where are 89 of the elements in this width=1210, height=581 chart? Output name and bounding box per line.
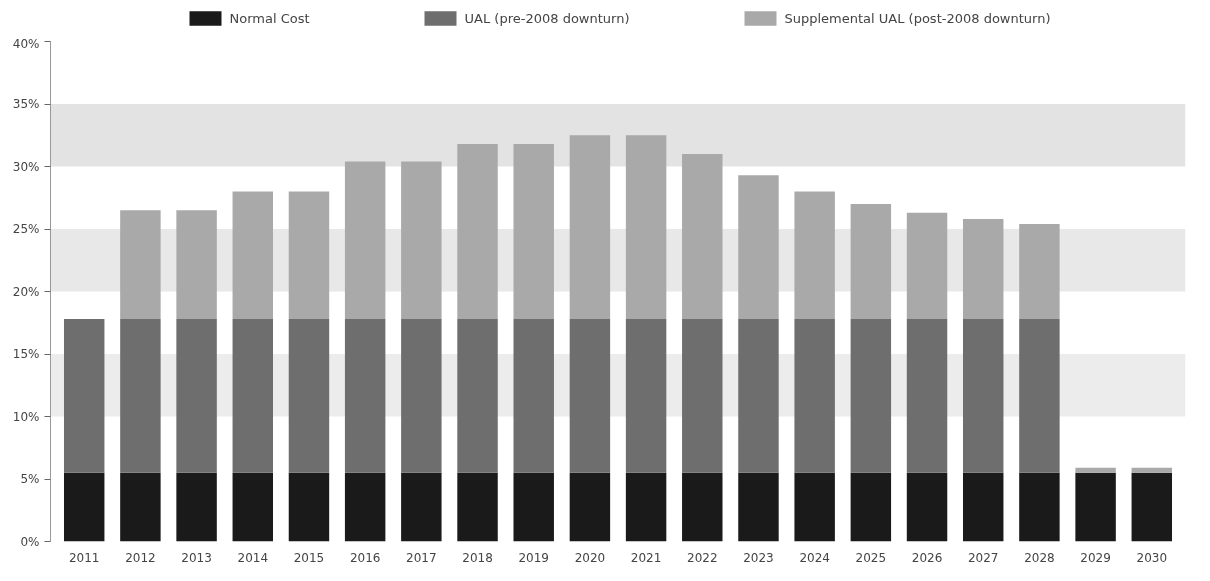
legend-label: UAL (pre-2008 downturn) [464, 10, 630, 26]
bar [63, 319, 105, 473]
y-tick-label: 0% [20, 534, 40, 549]
x-tick-label: 2026 [911, 550, 943, 565]
y-tick-label: 5% [20, 472, 40, 486]
bar [625, 135, 667, 319]
bar [1019, 224, 1060, 319]
bar [850, 204, 892, 319]
bar [963, 319, 1004, 473]
bar [682, 472, 723, 542]
x-tick-label: 2023 [743, 550, 774, 565]
bar [794, 472, 835, 542]
bar [1019, 319, 1060, 473]
bar [738, 472, 779, 542]
bar [457, 319, 498, 473]
x-tick-label: 2013 [181, 550, 212, 565]
x-tick-label: 2018 [462, 550, 493, 565]
bar [401, 161, 442, 319]
bar [176, 472, 217, 542]
bar [344, 161, 386, 319]
bar [850, 472, 892, 542]
bar [457, 472, 498, 542]
bar [120, 210, 161, 319]
bar [344, 472, 386, 542]
x-tick-label: 2017 [406, 550, 437, 565]
bar [232, 319, 273, 473]
x-tick-label: 2016 [349, 550, 381, 565]
x-tick-label: 2030 [1136, 550, 1168, 565]
y-tick-label: 25% [12, 222, 40, 236]
y-tick-label: 30% [12, 159, 40, 174]
bar [176, 210, 217, 319]
x-tick-label: 2015 [293, 550, 325, 565]
bar [569, 472, 611, 542]
bar [232, 191, 273, 319]
bar [569, 135, 611, 319]
bar [457, 144, 498, 319]
bar [850, 319, 892, 473]
bar [232, 472, 273, 542]
x-tick-label: 2020 [574, 550, 606, 565]
bar [288, 472, 330, 542]
bar [625, 319, 667, 473]
bar [288, 191, 330, 319]
x-tick-label: 2022 [687, 550, 718, 565]
bar [569, 319, 611, 473]
x-tick-label: 2027 [967, 550, 999, 565]
bar [682, 319, 723, 473]
bar [176, 319, 217, 473]
bar [794, 319, 835, 473]
y-tick-label: 10% [12, 409, 40, 424]
y-tick-label: 20% [12, 284, 40, 299]
x-tick-label: 2024 [799, 550, 830, 565]
y-tick-label: 40% [12, 36, 40, 51]
x-tick-label: 2029 [1080, 550, 1111, 565]
bar [738, 175, 779, 319]
x-tick-label: 2014 [237, 550, 269, 565]
bar [963, 472, 1004, 542]
y-tick-label: 15% [12, 347, 40, 361]
bar [120, 319, 161, 473]
bar [906, 472, 948, 542]
bar [63, 472, 105, 542]
bar [682, 154, 723, 319]
bar [963, 219, 1004, 319]
x-tick-label: 2021 [630, 550, 662, 565]
bar [906, 212, 948, 319]
bar [120, 472, 161, 542]
bar [401, 472, 442, 542]
bar [1075, 472, 1116, 542]
y-tick-label: 35% [12, 97, 40, 111]
x-tick-label: 2012 [125, 550, 156, 565]
bar [1131, 467, 1173, 473]
bar [1019, 472, 1060, 542]
bar [513, 319, 554, 473]
bar [1075, 467, 1116, 473]
bar [344, 319, 386, 473]
bar [513, 144, 554, 319]
x-tick-label: 2028 [1024, 550, 1055, 565]
bar [401, 319, 442, 473]
x-tick-label: 2019 [518, 550, 549, 565]
bar [1131, 472, 1173, 542]
bar [288, 319, 330, 473]
bar [625, 472, 667, 542]
x-tick-label: 2011 [68, 550, 100, 565]
x-tick-label: 2025 [855, 550, 887, 565]
bar [513, 472, 554, 542]
bar [906, 319, 948, 473]
legend-label: Supplemental UAL (post-2008 downturn) [784, 10, 1051, 26]
legend-label: Normal Cost [229, 10, 310, 26]
bar [794, 191, 835, 319]
bar [738, 319, 779, 473]
